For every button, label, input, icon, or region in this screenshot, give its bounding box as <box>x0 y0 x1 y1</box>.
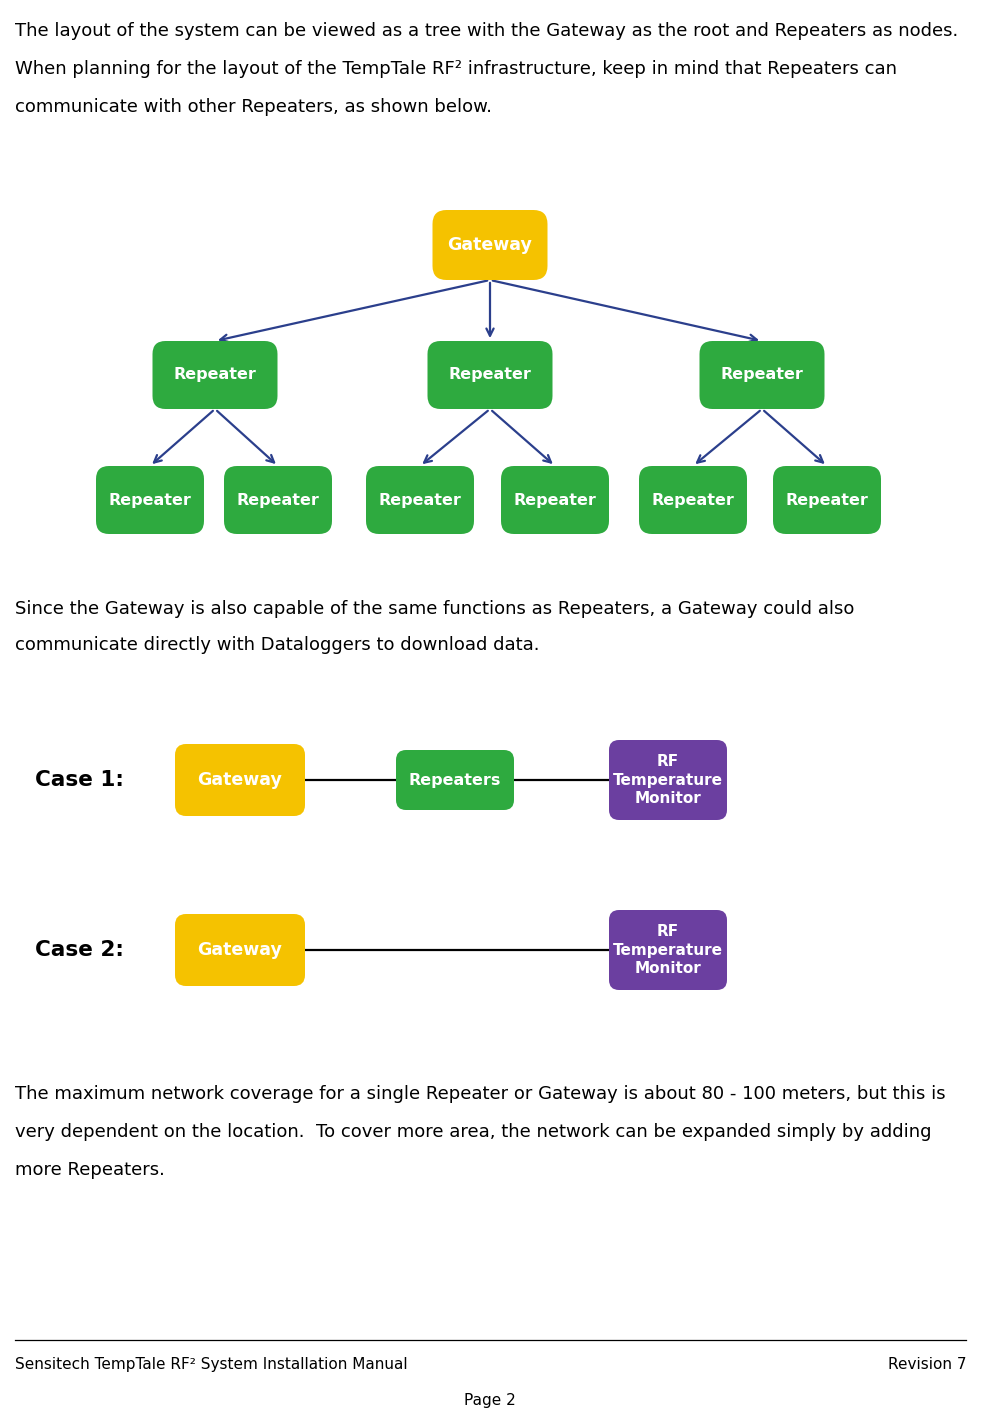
Text: The layout of the system can be viewed as a tree with the Gateway as the root an: The layout of the system can be viewed a… <box>15 23 958 40</box>
Text: Repeater: Repeater <box>109 493 191 507</box>
Text: Sensitech TempTale RF² System Installation Manual: Sensitech TempTale RF² System Installati… <box>15 1357 408 1372</box>
FancyBboxPatch shape <box>699 341 824 410</box>
FancyBboxPatch shape <box>96 466 204 534</box>
Text: Repeater: Repeater <box>236 493 320 507</box>
FancyBboxPatch shape <box>609 740 727 820</box>
Text: Repeaters: Repeaters <box>409 772 501 788</box>
Text: communicate with other Repeaters, as shown below.: communicate with other Repeaters, as sho… <box>15 98 492 116</box>
FancyBboxPatch shape <box>609 910 727 990</box>
Text: The maximum network coverage for a single Repeater or Gateway is about 80 - 100 : The maximum network coverage for a singl… <box>15 1085 946 1102</box>
Text: Repeater: Repeater <box>651 493 735 507</box>
Text: Repeater: Repeater <box>174 367 256 383</box>
Text: Gateway: Gateway <box>447 237 533 254</box>
Text: Repeater: Repeater <box>448 367 532 383</box>
FancyBboxPatch shape <box>366 466 474 534</box>
FancyBboxPatch shape <box>152 341 278 410</box>
Text: When planning for the layout of the TempTale RF² infrastructure, keep in mind th: When planning for the layout of the Temp… <box>15 60 897 78</box>
Text: more Repeaters.: more Repeaters. <box>15 1161 165 1179</box>
Text: RF
Temperature
Monitor: RF Temperature Monitor <box>613 924 723 976</box>
Text: Gateway: Gateway <box>197 771 283 789</box>
Text: very dependent on the location.  To cover more area, the network can be expanded: very dependent on the location. To cover… <box>15 1124 932 1141</box>
FancyBboxPatch shape <box>773 466 881 534</box>
FancyBboxPatch shape <box>639 466 747 534</box>
FancyBboxPatch shape <box>396 750 514 811</box>
FancyBboxPatch shape <box>175 914 305 986</box>
FancyBboxPatch shape <box>224 466 332 534</box>
Text: Repeater: Repeater <box>786 493 868 507</box>
Text: Since the Gateway is also capable of the same functions as Repeaters, a Gateway : Since the Gateway is also capable of the… <box>15 599 854 618</box>
Text: Case 1:: Case 1: <box>35 769 124 791</box>
Text: Case 2:: Case 2: <box>35 939 124 959</box>
FancyBboxPatch shape <box>175 744 305 816</box>
Text: Revision 7: Revision 7 <box>888 1357 966 1372</box>
FancyBboxPatch shape <box>428 341 552 410</box>
Text: Repeater: Repeater <box>721 367 803 383</box>
Text: Repeater: Repeater <box>379 493 461 507</box>
Text: Page 2: Page 2 <box>464 1393 516 1408</box>
FancyBboxPatch shape <box>501 466 609 534</box>
Text: Gateway: Gateway <box>197 941 283 959</box>
Text: Repeater: Repeater <box>514 493 596 507</box>
Text: RF
Temperature
Monitor: RF Temperature Monitor <box>613 754 723 806</box>
Text: communicate directly with Dataloggers to download data.: communicate directly with Dataloggers to… <box>15 636 540 655</box>
FancyBboxPatch shape <box>433 210 547 281</box>
